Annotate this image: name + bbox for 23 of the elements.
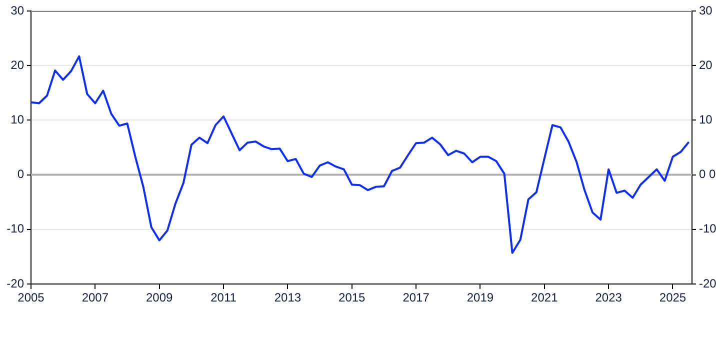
y-tick-label: 0 bbox=[17, 167, 24, 182]
x-tick-label: 2015 bbox=[338, 290, 366, 305]
x-tick-label: 2005 bbox=[18, 290, 45, 305]
y2-tick-label: 0 0 bbox=[699, 167, 716, 182]
x-tick-label: 2009 bbox=[146, 290, 174, 305]
x-tick-label: 2011 bbox=[210, 290, 237, 305]
x-tick-label: 2017 bbox=[402, 290, 430, 305]
x-tick-label: 2025 bbox=[659, 290, 686, 305]
x-tick-label: 2007 bbox=[82, 290, 109, 305]
y2-tick-label: 30 bbox=[699, 3, 713, 18]
y2-tick-label: 10 bbox=[699, 112, 713, 127]
y-tick-label: -10 bbox=[6, 222, 24, 236]
x-tick-label: 2019 bbox=[466, 290, 494, 305]
x-tick-label: 2023 bbox=[595, 290, 622, 305]
y-tick-label: 30 bbox=[10, 3, 24, 18]
y-tick-label: -20 bbox=[6, 276, 24, 290]
y2-tick-label: 20 bbox=[699, 58, 713, 72]
x-tick-label: 2013 bbox=[274, 290, 302, 305]
y-tick-label: 10 bbox=[10, 112, 24, 127]
y2-tick-label: -10 bbox=[699, 222, 717, 236]
y-tick-label: 20 bbox=[10, 58, 24, 72]
x-tick-label: 2021 bbox=[531, 290, 558, 305]
y2-tick-label: -20 bbox=[699, 276, 717, 290]
